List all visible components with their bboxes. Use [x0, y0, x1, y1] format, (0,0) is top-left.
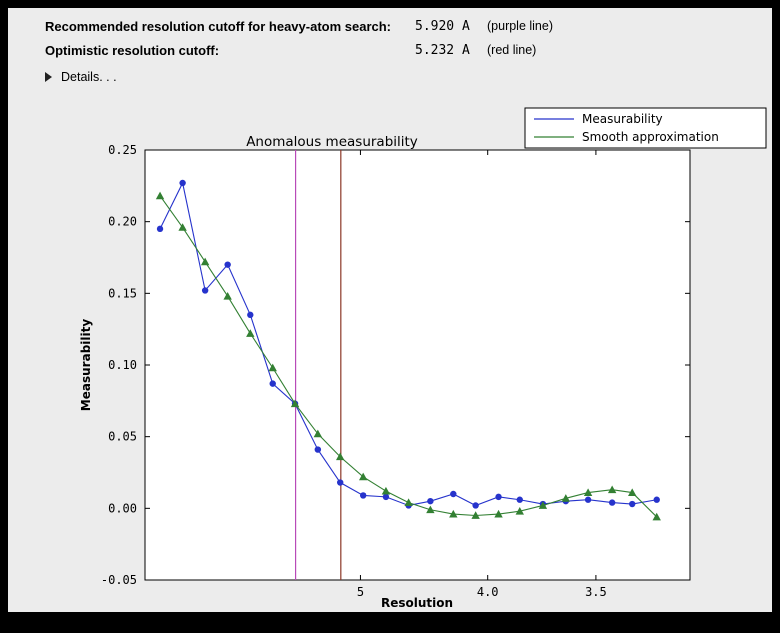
x-tick-label: 5: [357, 585, 364, 599]
marker-triangle: [583, 488, 593, 496]
marker-triangle: [200, 257, 210, 266]
optimistic-cutoff-label: Optimistic resolution cutoff:: [45, 43, 220, 58]
marker-circle: [495, 493, 502, 501]
marker-triangle: [538, 501, 548, 509]
y-tick-label: 0.00: [108, 501, 137, 515]
marker-circle: [269, 380, 276, 387]
marker-triangle: [515, 507, 524, 515]
chart-title: Anomalous measurability: [246, 134, 418, 150]
marker-circle: [179, 179, 186, 187]
legend-label-measurability: Measurability: [582, 112, 663, 126]
marker-triangle: [155, 191, 165, 200]
marker-circle: [247, 311, 254, 319]
marker-circle: [516, 496, 523, 503]
marker-circle: [201, 287, 209, 294]
marker-triangle: [628, 488, 637, 496]
marker-circle: [472, 502, 479, 509]
y-tick-label: 0.20: [108, 215, 137, 229]
marker-triangle: [426, 505, 435, 514]
marker-triangle: [223, 292, 232, 300]
marker-triangle: [561, 494, 571, 502]
y-axis-label: Measurability: [79, 319, 93, 412]
marker-circle: [608, 499, 616, 506]
marker-triangle: [178, 223, 187, 231]
y-tick-label: 0.10: [108, 358, 137, 372]
recommended-cutoff-label: Recommended resolution cutoff for heavy-…: [45, 19, 392, 34]
marker-circle: [427, 497, 434, 505]
marker-circle: [584, 496, 592, 503]
recommended-cutoff-value: 5.920 A: [415, 19, 470, 34]
optimistic-cutoff-note: (red line): [487, 43, 537, 57]
x-axis-label: Resolution: [381, 596, 453, 610]
marker-triangle: [268, 363, 277, 372]
marker-triangle: [290, 399, 300, 408]
legend-box: [524, 107, 767, 149]
y-tick-label: 0.15: [108, 286, 137, 300]
disclosure-triangle-icon: [45, 72, 52, 82]
marker-triangle: [652, 512, 661, 521]
marker-triangle: [313, 429, 323, 438]
y-tick-label: 0.05: [108, 430, 137, 444]
y-tick-label: 0.25: [108, 143, 137, 157]
marker-circle: [450, 490, 457, 498]
marker-circle: [156, 225, 164, 233]
marker-circle: [336, 479, 344, 486]
details-disclosure[interactable]: Details. . .: [45, 70, 117, 84]
marker-triangle: [246, 329, 255, 337]
legend-label-smooth-approximation: Smooth approximation: [582, 130, 719, 144]
marker-triangle: [449, 509, 458, 518]
legend: Measurability Smooth approximation: [524, 107, 767, 149]
plot-area: [144, 149, 691, 581]
marker-circle: [382, 493, 390, 501]
details-label: Details. . .: [61, 70, 117, 84]
marker-circle: [653, 496, 660, 503]
marker-triangle: [381, 486, 391, 495]
y-tick-label: -0.05: [101, 573, 137, 587]
marker-triangle: [607, 485, 617, 494]
marker-triangle: [404, 498, 413, 506]
marker-circle: [359, 492, 367, 499]
marker-triangle: [494, 509, 503, 518]
marker-circle: [314, 446, 322, 453]
marker-triangle: [471, 511, 480, 519]
marker-triangle: [358, 472, 368, 481]
x-tick-label: 4.0: [477, 585, 499, 599]
optimistic-cutoff-value: 5.232 A: [415, 43, 470, 58]
marker-circle: [224, 261, 231, 268]
marker-triangle: [335, 452, 345, 461]
x-tick-label: 3.5: [585, 585, 607, 599]
recommended-cutoff-note: (purple line): [487, 19, 554, 33]
marker-circle: [629, 500, 636, 508]
